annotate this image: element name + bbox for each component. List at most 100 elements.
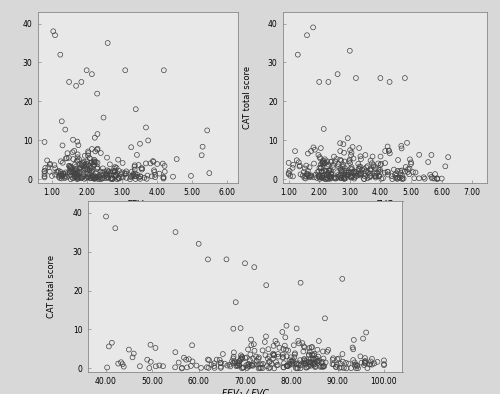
Point bbox=[102, 173, 110, 179]
Point bbox=[336, 361, 344, 367]
Point bbox=[248, 362, 256, 369]
Point bbox=[360, 170, 368, 176]
Point bbox=[236, 358, 244, 364]
Point bbox=[238, 353, 246, 360]
Point bbox=[58, 175, 66, 182]
Point bbox=[323, 172, 331, 178]
Point bbox=[396, 170, 404, 176]
Point bbox=[392, 173, 400, 179]
Point bbox=[71, 161, 79, 167]
Point bbox=[318, 360, 326, 366]
Point bbox=[324, 176, 332, 182]
Point bbox=[236, 325, 244, 331]
Point bbox=[344, 169, 352, 176]
Point bbox=[94, 173, 102, 180]
Point bbox=[374, 168, 382, 175]
Point bbox=[240, 364, 248, 370]
Point bbox=[84, 161, 92, 167]
Point bbox=[334, 71, 342, 77]
Point bbox=[98, 176, 106, 182]
Point bbox=[54, 167, 62, 174]
Point bbox=[86, 167, 94, 173]
Point bbox=[381, 169, 389, 176]
Point bbox=[350, 337, 358, 343]
Point bbox=[69, 175, 77, 182]
Point bbox=[384, 169, 392, 175]
Point bbox=[66, 169, 74, 175]
Point bbox=[243, 365, 251, 371]
Point bbox=[340, 175, 348, 181]
Point bbox=[350, 168, 358, 175]
Point bbox=[322, 359, 330, 366]
Point bbox=[316, 173, 324, 180]
Point bbox=[112, 173, 120, 179]
Point bbox=[198, 152, 205, 158]
Point bbox=[60, 170, 68, 177]
Point bbox=[127, 174, 135, 180]
Point bbox=[62, 169, 70, 176]
Point bbox=[88, 71, 96, 77]
Point bbox=[304, 168, 312, 174]
Point bbox=[340, 158, 348, 165]
Point bbox=[86, 155, 94, 162]
Point bbox=[94, 131, 102, 137]
Point bbox=[56, 52, 64, 58]
Point bbox=[325, 168, 333, 174]
Point bbox=[58, 142, 66, 149]
Point bbox=[152, 363, 160, 370]
Point bbox=[69, 156, 77, 162]
Point bbox=[317, 145, 325, 151]
Point bbox=[274, 353, 282, 360]
Point bbox=[58, 173, 66, 179]
Point bbox=[362, 168, 370, 174]
Point bbox=[290, 342, 298, 348]
Point bbox=[136, 363, 144, 369]
Point bbox=[52, 169, 60, 175]
Point bbox=[86, 167, 94, 173]
Point bbox=[96, 168, 104, 175]
Point bbox=[120, 364, 128, 370]
Point bbox=[119, 175, 127, 181]
Point bbox=[305, 352, 313, 359]
Point bbox=[319, 162, 327, 168]
Point bbox=[342, 175, 350, 181]
Point bbox=[73, 158, 81, 164]
Point bbox=[270, 352, 278, 359]
Point bbox=[321, 315, 329, 322]
Point bbox=[376, 169, 384, 175]
Point bbox=[107, 175, 115, 181]
Point bbox=[70, 173, 78, 179]
Point bbox=[269, 355, 277, 362]
Point bbox=[302, 162, 310, 169]
Point bbox=[66, 165, 74, 171]
Point bbox=[78, 162, 86, 168]
Point bbox=[336, 165, 344, 171]
Point bbox=[295, 360, 303, 366]
Point bbox=[171, 364, 179, 370]
Point bbox=[286, 362, 294, 368]
Point bbox=[333, 169, 341, 175]
Point bbox=[256, 361, 264, 368]
Point bbox=[309, 355, 317, 362]
Point bbox=[94, 160, 102, 166]
Point bbox=[130, 350, 138, 357]
Point bbox=[81, 152, 89, 159]
Point bbox=[406, 156, 414, 162]
Point bbox=[73, 165, 81, 172]
Point bbox=[77, 175, 85, 181]
Point bbox=[296, 171, 304, 178]
Point bbox=[280, 360, 288, 366]
Point bbox=[229, 355, 237, 362]
Point bbox=[98, 170, 106, 176]
Point bbox=[74, 175, 82, 182]
Point bbox=[386, 150, 394, 156]
Point bbox=[69, 137, 77, 143]
Point bbox=[108, 176, 116, 182]
Point bbox=[56, 169, 64, 175]
Point bbox=[348, 174, 356, 180]
Point bbox=[150, 167, 158, 173]
Point bbox=[74, 170, 82, 176]
Point bbox=[381, 160, 389, 166]
Point bbox=[366, 167, 374, 174]
Point bbox=[322, 176, 330, 182]
